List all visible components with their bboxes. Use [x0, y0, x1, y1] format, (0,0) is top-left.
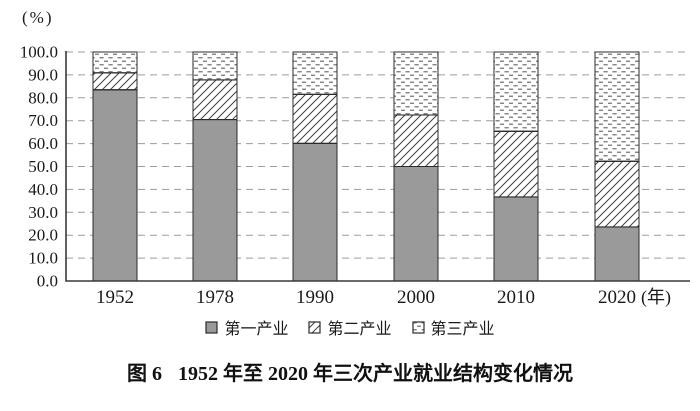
legend-item: 第一产业 [205, 315, 288, 339]
bar-segment [192, 51, 238, 81]
y-tick-label: 70.0 [28, 111, 58, 130]
bar-segment [292, 93, 338, 144]
bar-segment [292, 51, 338, 95]
axis-line [65, 51, 690, 282]
legend-label: 第三产业 [430, 321, 495, 338]
x-tick-label: 1990 [296, 287, 334, 308]
x-tick-label: 1952 [96, 287, 134, 308]
bar-segment [92, 72, 138, 91]
bar-segment [192, 79, 238, 121]
y-tick-label: 60.0 [28, 134, 58, 153]
legend-label: 第一产业 [224, 321, 289, 338]
bar-segment [594, 226, 640, 282]
y-tick-label: 10.0 [28, 249, 58, 268]
caption-title: 1952 年至 2020 年三次产业就业结构变化情况 [178, 363, 573, 385]
bar-segment [493, 130, 539, 198]
legend-swatch-solid-gray-icon [205, 320, 219, 334]
stacked-bar-chart: 0.0 10.0 20.0 30.0 40.0 50.0 60.0 70.0 80.0 90.0 1… [20, 43, 690, 308]
y-tick-label: 0.0 [37, 272, 58, 291]
legend-item: 第三产业 [411, 315, 495, 339]
bar-segment [493, 196, 539, 282]
bar-segment [393, 51, 439, 116]
bar-segment [92, 51, 138, 74]
bar-segment [594, 160, 640, 228]
x-tick-label: 2010 [497, 287, 535, 308]
bar-segment [594, 51, 640, 162]
legend-swatch-diagonal-hatch-icon [308, 320, 322, 334]
x-tick-label: 2020 [598, 287, 636, 308]
bar-segment [92, 89, 138, 282]
x-tick-label: 1978 [196, 287, 234, 308]
y-tick-label: 40.0 [28, 180, 58, 199]
y-tick-label: 100.0 [20, 43, 58, 62]
x-axis-unit-label: (年) [641, 287, 671, 308]
legend-swatch-dash-bricks-icon [411, 320, 425, 334]
caption-number: 图 6 [127, 363, 162, 385]
legend-label: 第二产业 [327, 321, 392, 338]
y-tick-label: 50.0 [28, 157, 58, 176]
y-axis-unit-label: (%) [22, 8, 54, 27]
bar-segment [192, 119, 238, 282]
y-tick-label: 30.0 [28, 203, 58, 222]
x-tick-label: 2000 [397, 287, 435, 308]
y-tick-label: 90.0 [28, 65, 58, 84]
bar-segment [393, 114, 439, 167]
figure-caption: 图 6 1952 年至 2020 年三次产业就业结构变化情况 [0, 357, 700, 386]
legend-item: 第二产业 [308, 315, 392, 339]
bar-segment [493, 51, 539, 132]
legend: 第一产业 第二产业 第三产业 [0, 315, 700, 339]
y-tick-label: 20.0 [28, 226, 58, 245]
y-tick-label: 80.0 [28, 88, 58, 107]
bar-segment [292, 142, 338, 282]
bar-segment [393, 166, 439, 282]
